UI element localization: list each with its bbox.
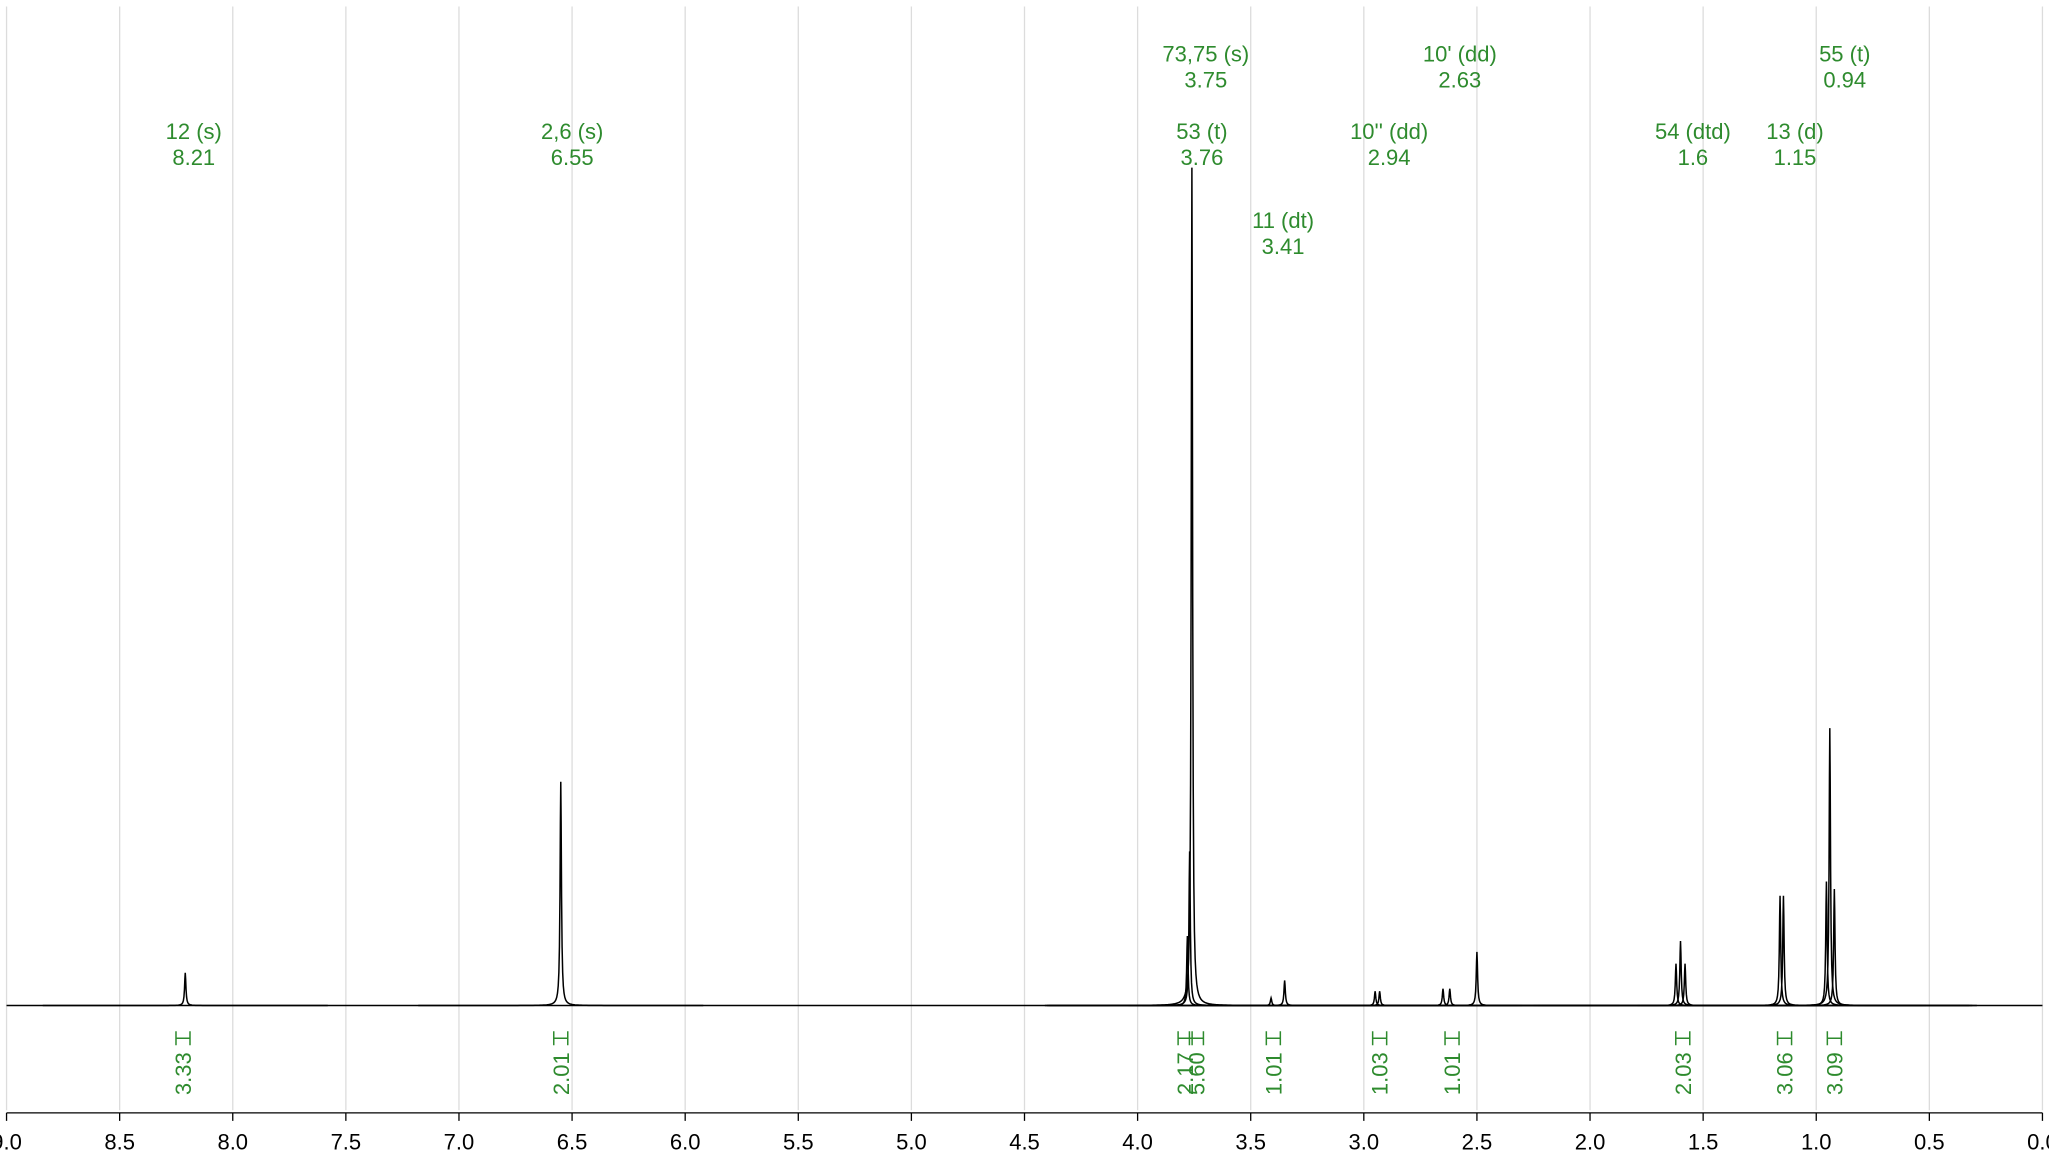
x-tick-label: 1.0 [1801, 1130, 1832, 1155]
peak-shift: 8.21 [172, 145, 215, 170]
integral: 3.09 [1822, 1031, 1847, 1095]
x-tick-label: 7.5 [331, 1130, 362, 1155]
peak [1300, 988, 1586, 1007]
integral-label: 3.33 [171, 1052, 196, 1095]
integral-bracket [1444, 1031, 1460, 1046]
integral-bracket [553, 1031, 569, 1046]
integral-bracket [1776, 1031, 1793, 1046]
integral-bracket [1826, 1031, 1843, 1046]
integral-label: 2.17 [1173, 1052, 1198, 1095]
integral: 2.01 [549, 1031, 574, 1095]
peak-shift: 3.41 [1262, 234, 1305, 259]
peak [42, 972, 328, 1007]
x-tick-label: 0.0 [2027, 1130, 2049, 1155]
peak-shift: 0.94 [1823, 68, 1866, 93]
integral: 2.17 [1173, 1031, 1198, 1095]
peak-shift: 2.94 [1368, 145, 1411, 170]
x-tick-label: 5.0 [896, 1130, 927, 1155]
x-tick-label: 0.5 [1914, 1130, 1945, 1155]
peak-label: 11 (dt) [1252, 208, 1314, 233]
x-tick-label: 1.5 [1688, 1130, 1719, 1155]
peak [1307, 988, 1593, 1007]
integral-label: 3.06 [1773, 1052, 1798, 1095]
integral-bracket [1265, 1031, 1282, 1046]
peak-shift: 3.76 [1180, 145, 1223, 170]
x-tick-label: 6.5 [557, 1130, 588, 1155]
integral: 1.01 [1261, 1031, 1286, 1095]
x-tick-label: 4.0 [1122, 1130, 1153, 1155]
x-tick-label: 8.5 [104, 1130, 135, 1155]
x-tick-label: 3.0 [1349, 1130, 1380, 1155]
integral: 3.33 [171, 1031, 196, 1095]
x-tick-label: 3.5 [1235, 1130, 1266, 1155]
peak-label: 53 (t) [1176, 119, 1227, 144]
peak [418, 781, 704, 1007]
integral-label: 1.01 [1440, 1052, 1465, 1095]
integral-bracket [1371, 1031, 1388, 1046]
integral-bracket [175, 1031, 191, 1046]
integral-label: 1.01 [1261, 1052, 1286, 1095]
integral: 2.03 [1671, 1031, 1696, 1095]
integral-bracket [1188, 1031, 1205, 1046]
integral: 5.60 [1184, 1031, 1209, 1095]
peak-label: 73,75 (s) [1162, 42, 1249, 67]
peak-label: 12 (s) [166, 119, 222, 144]
peak-label: 13 (d) [1766, 119, 1823, 144]
peak [1691, 889, 1977, 1007]
x-tick-label: 2.0 [1575, 1130, 1606, 1155]
peak-shift: 6.55 [551, 145, 594, 170]
peak-shift: 1.6 [1678, 145, 1709, 170]
peak-shift: 2.63 [1438, 68, 1481, 93]
peak-label: 2,6 (s) [541, 119, 603, 144]
peak-label: 54 (dtd) [1655, 119, 1731, 144]
x-tick-label: 4.5 [1009, 1130, 1040, 1155]
integral: 1.03 [1368, 1031, 1393, 1095]
x-tick-label: 6.0 [670, 1130, 701, 1155]
peak-label: 10' (dd) [1423, 42, 1497, 67]
x-tick-label: 2.5 [1462, 1130, 1493, 1155]
integral-label: 5.60 [1184, 1052, 1209, 1095]
integral-label: 1.03 [1368, 1052, 1393, 1095]
integral-bracket [1675, 1031, 1691, 1046]
peak-shift: 1.15 [1774, 145, 1817, 170]
integral: 3.06 [1773, 1031, 1798, 1095]
peak [1533, 963, 1819, 1007]
x-tick-label: 9.0 [0, 1130, 22, 1155]
x-tick-label: 7.0 [444, 1130, 475, 1155]
integral-label: 2.03 [1671, 1052, 1696, 1095]
x-tick-label: 5.5 [783, 1130, 814, 1155]
integral-label: 3.09 [1822, 1052, 1847, 1095]
peak-label: 10'' (dd) [1350, 119, 1428, 144]
peak-shift: 3.75 [1184, 68, 1227, 93]
peak [1049, 167, 1335, 1007]
integral: 1.01 [1440, 1031, 1465, 1095]
integral-label: 2.01 [549, 1052, 574, 1095]
peak-label: 55 (t) [1819, 42, 1870, 67]
x-tick-label: 8.0 [217, 1130, 248, 1155]
